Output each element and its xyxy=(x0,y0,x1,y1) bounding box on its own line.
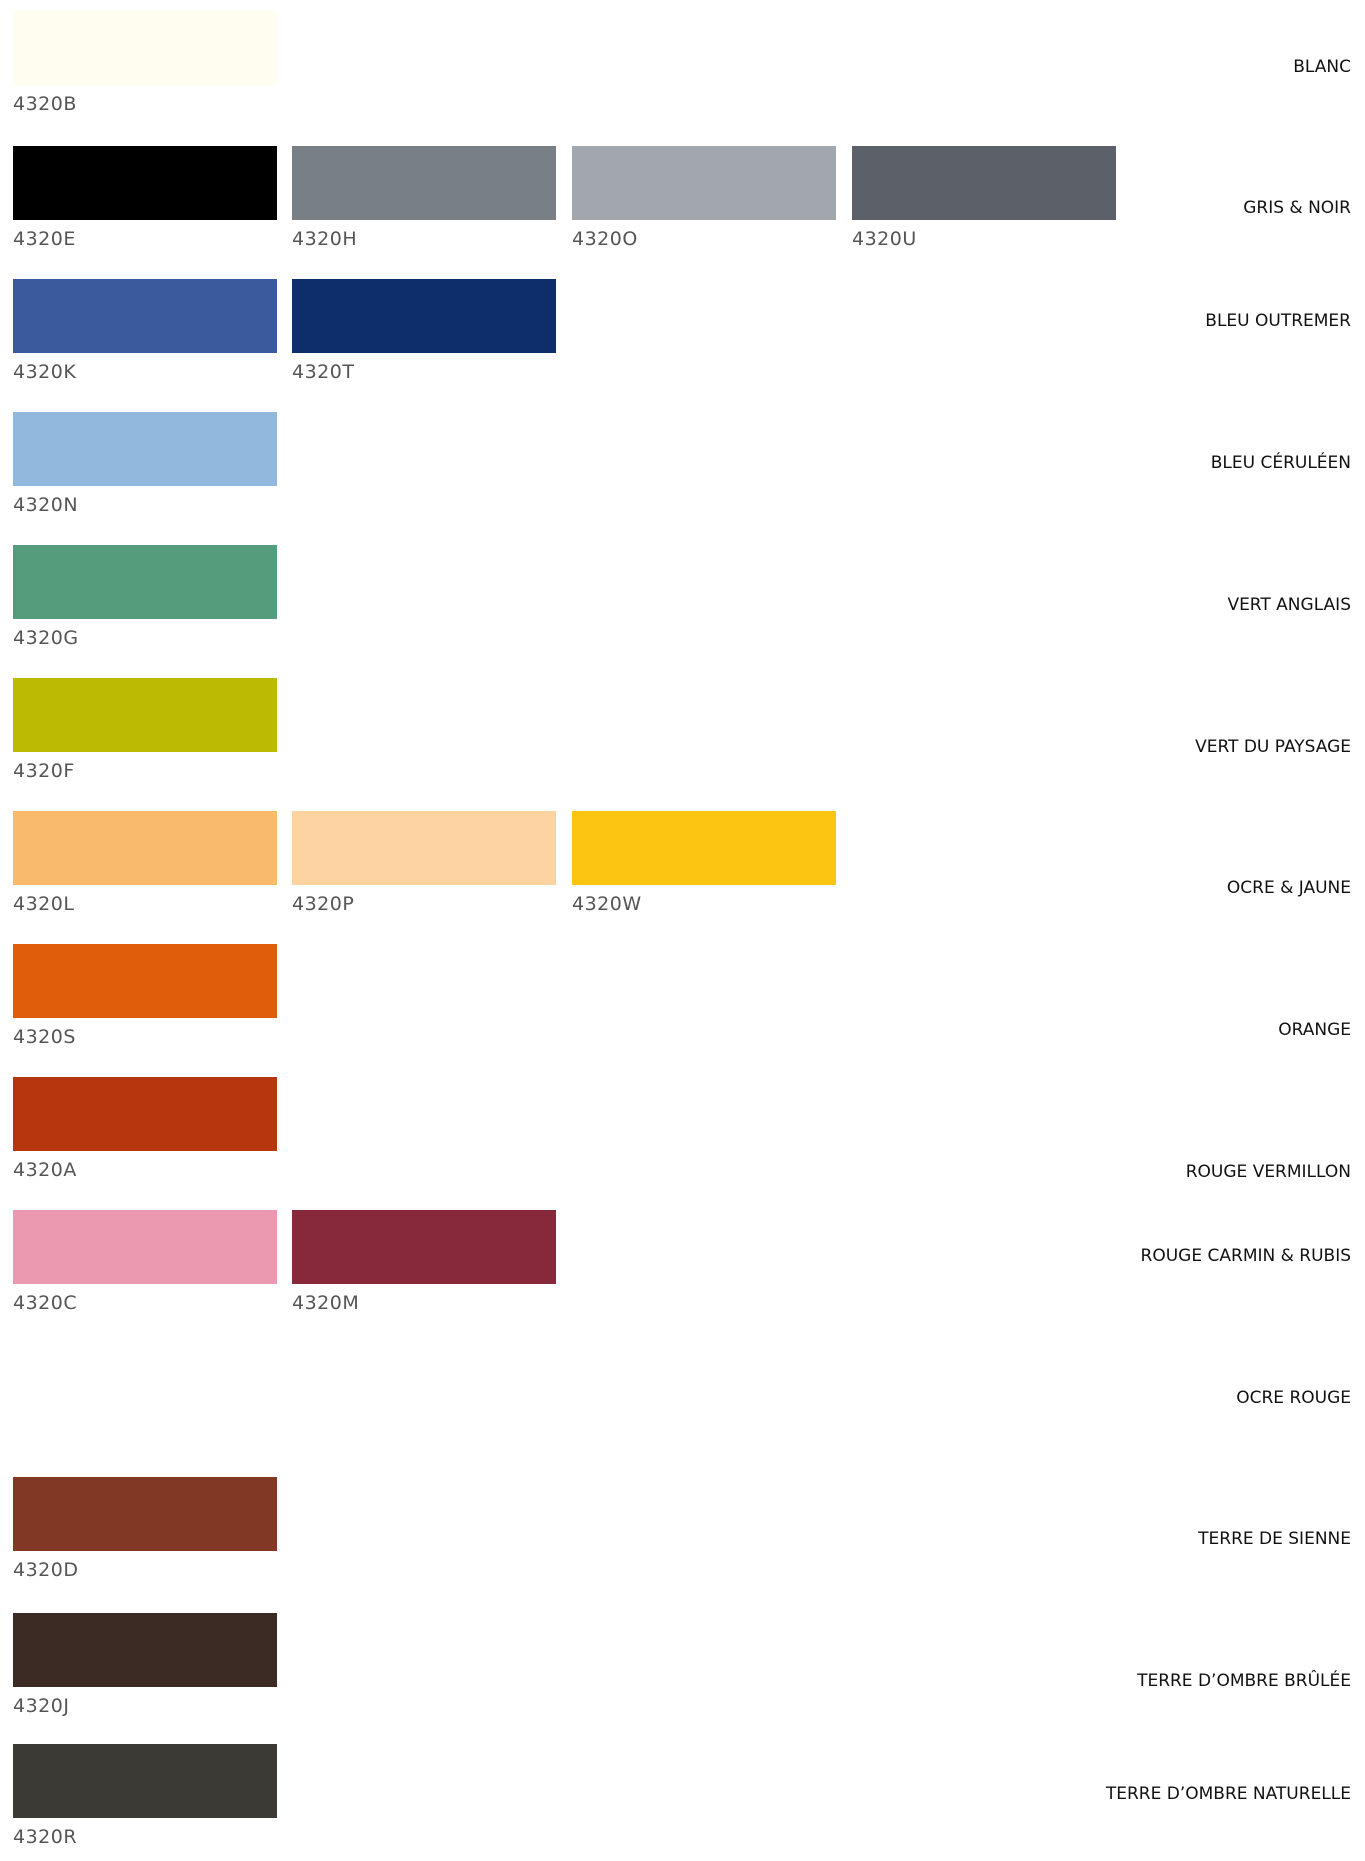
category-label: VERT DU PAYSAGE xyxy=(1195,737,1351,757)
swatch-4320P xyxy=(292,811,556,885)
swatch-4320K xyxy=(13,279,277,353)
swatch-code: 4320R xyxy=(13,1826,78,1848)
swatch-code: 4320J xyxy=(13,1695,70,1717)
swatch-code: 4320O xyxy=(572,228,638,250)
category-label: BLANC xyxy=(1293,57,1351,77)
swatch-4320H xyxy=(292,146,556,220)
swatch-code: 4320A xyxy=(13,1159,77,1181)
category-label: BLEU CÉRULÉEN xyxy=(1210,453,1351,473)
swatch-code: 4320U xyxy=(852,228,917,250)
swatch-code: 4320S xyxy=(13,1026,76,1048)
swatch-code: 4320F xyxy=(13,760,75,782)
swatch-code: 4320D xyxy=(13,1559,79,1581)
swatch-4320W xyxy=(572,811,836,885)
swatch-4320E xyxy=(13,146,277,220)
category-label: TERRE DE SIENNE xyxy=(1198,1529,1351,1549)
swatch-code: 4320K xyxy=(13,361,77,383)
category-label: ROUGE VERMILLON xyxy=(1185,1162,1351,1182)
swatch-code: 4320G xyxy=(13,627,79,649)
swatch-4320A xyxy=(13,1077,277,1151)
category-label: OCRE & JAUNE xyxy=(1226,878,1351,898)
swatch-code: 4320L xyxy=(13,893,75,915)
swatch-4320R xyxy=(13,1744,277,1818)
category-label: GRIS & NOIR xyxy=(1243,198,1351,218)
category-label: OCRE ROUGE xyxy=(1236,1388,1351,1408)
swatch-code: 4320H xyxy=(292,228,358,250)
swatch-4320M xyxy=(292,1210,556,1284)
swatch-code: 4320E xyxy=(13,228,76,250)
swatch-4320G xyxy=(13,545,277,619)
swatch-4320D xyxy=(13,1477,277,1551)
category-label: VERT ANGLAIS xyxy=(1227,595,1351,615)
swatch-code: 4320C xyxy=(13,1292,78,1314)
swatch-code: 4320W xyxy=(572,893,642,915)
category-label: ORANGE xyxy=(1278,1020,1351,1040)
category-label: TERRE D’OMBRE BRÛLÉE xyxy=(1137,1671,1351,1691)
swatch-4320J xyxy=(13,1613,277,1687)
category-label: TERRE D’OMBRE NATURELLE xyxy=(1105,1784,1351,1804)
swatch-4320S xyxy=(13,944,277,1018)
swatch-4320C xyxy=(13,1210,277,1284)
swatch-4320N xyxy=(13,412,277,486)
swatch-code: 4320M xyxy=(292,1292,360,1314)
swatch-code: 4320P xyxy=(292,893,355,915)
swatch-4320U xyxy=(852,146,1116,220)
category-label: ROUGE CARMIN & RUBIS xyxy=(1140,1246,1351,1266)
swatch-code: 4320N xyxy=(13,494,79,516)
category-label: BLEU OUTREMER xyxy=(1205,311,1351,331)
swatch-4320F xyxy=(13,678,277,752)
swatch-4320T xyxy=(292,279,556,353)
swatch-4320B xyxy=(13,11,277,85)
swatch-code: 4320B xyxy=(13,93,77,115)
swatch-4320L xyxy=(13,811,277,885)
swatch-4320O xyxy=(572,146,836,220)
swatch-code: 4320T xyxy=(292,361,355,383)
